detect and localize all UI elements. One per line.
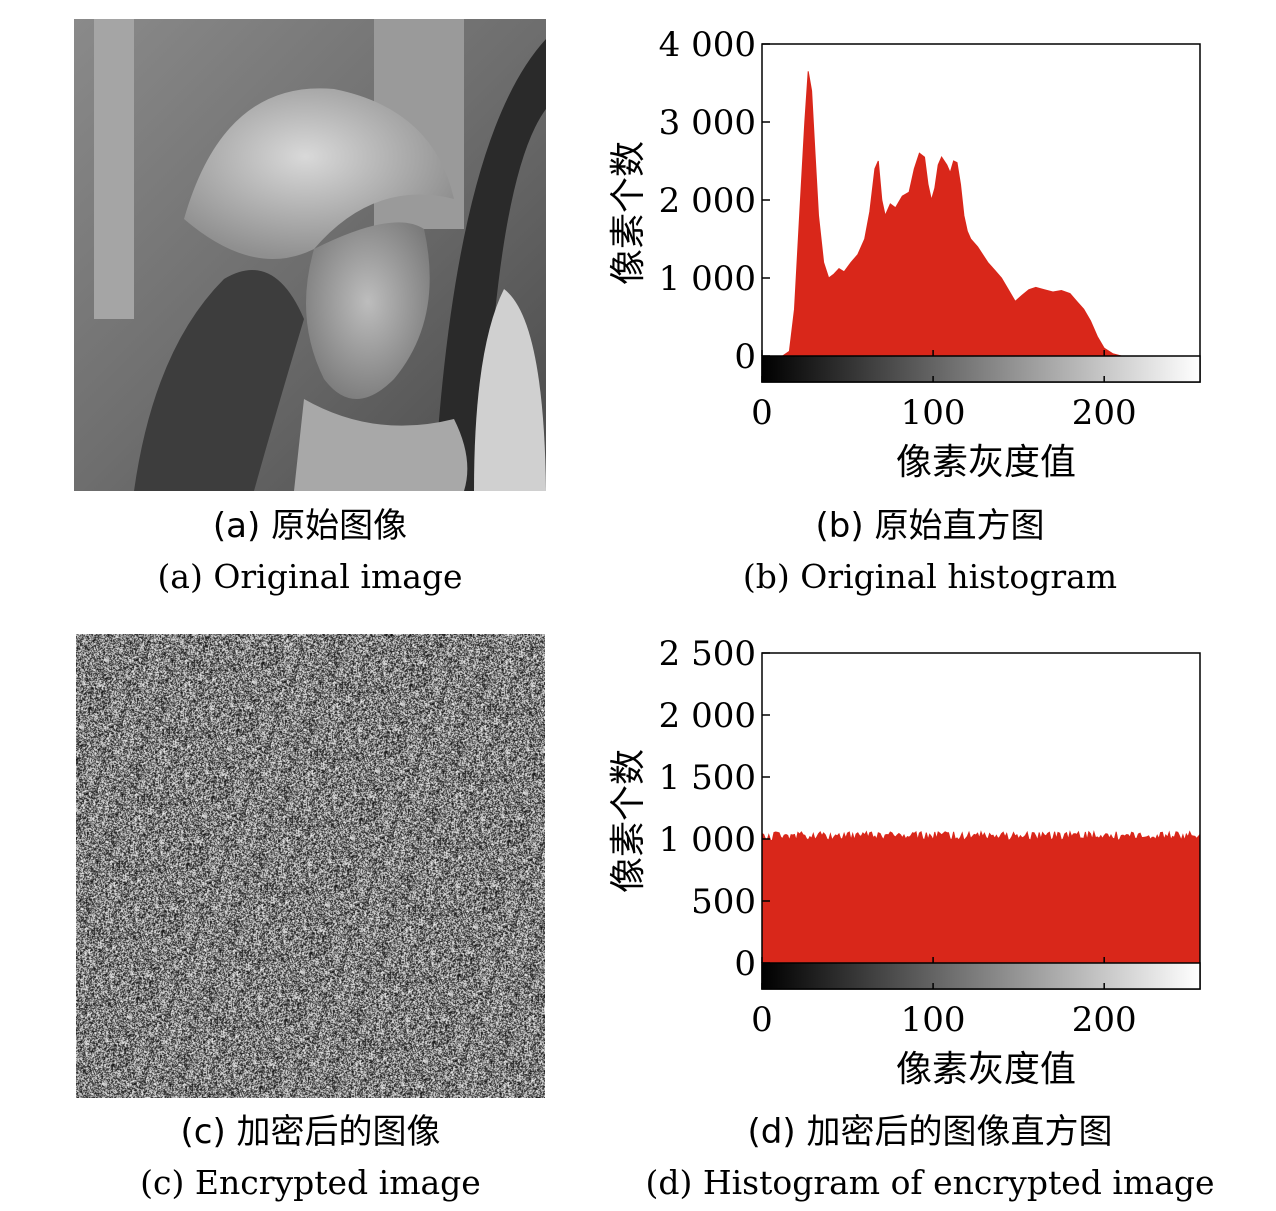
y-tick-label-d: 2 000 — [659, 696, 756, 736]
x-tick-label-d: 100 — [901, 1000, 966, 1040]
histogram-area-d — [761, 830, 1201, 964]
y-tick-label-b: 3 000 — [659, 103, 756, 143]
caption-d-cn: (d) 加密后的图像直方图 — [747, 1112, 1113, 1152]
y-tick-label-b: 1 000 — [659, 259, 756, 299]
y-tick-label-d: 500 — [691, 882, 756, 922]
x-tick-label-d: 0 — [751, 1000, 773, 1040]
y-tick-label-d: 0 — [734, 944, 756, 984]
y-tick-label-b: 4 000 — [659, 25, 756, 65]
x-axis-label-d: 像素灰度值 — [896, 1049, 1076, 1090]
caption-d-en: (d) Histogram of encrypted image — [645, 1163, 1215, 1202]
colorbar-d — [761, 962, 1201, 990]
y-tick-label-d: 1 500 — [659, 758, 756, 798]
y-axis-label-b: 像素个数 — [608, 141, 649, 285]
y-tick-label-b: 2 000 — [659, 181, 756, 221]
caption-c-cn: (c) 加密后的图像 — [180, 1112, 441, 1152]
x-axis-label-b: 像素灰度值 — [896, 442, 1076, 483]
y-tick-label-d: 1 000 — [659, 820, 756, 860]
histogram-area-b — [762, 71, 1200, 357]
y-axis-label-d: 像素个数 — [608, 749, 649, 893]
y-tick-label-d: 2 500 — [659, 634, 756, 674]
x-tick-label-b: 200 — [1072, 393, 1137, 433]
caption-b-en: (b) Original histogram — [742, 557, 1118, 596]
x-tick-label-b: 0 — [751, 393, 773, 433]
caption-b-cn: (b) 原始直方图 — [815, 506, 1045, 546]
caption-a-en: (a) Original image — [157, 557, 463, 596]
original-image — [74, 19, 546, 491]
x-tick-label-d: 200 — [1072, 1000, 1137, 1040]
caption-c-en: (c) Encrypted image — [140, 1163, 481, 1202]
y-tick-label-b: 0 — [734, 337, 756, 377]
x-tick-label-b: 100 — [901, 393, 966, 433]
colorbar-b — [761, 355, 1201, 383]
caption-a-cn: (a) 原始图像 — [212, 506, 408, 546]
encrypted-image — [76, 634, 545, 1098]
